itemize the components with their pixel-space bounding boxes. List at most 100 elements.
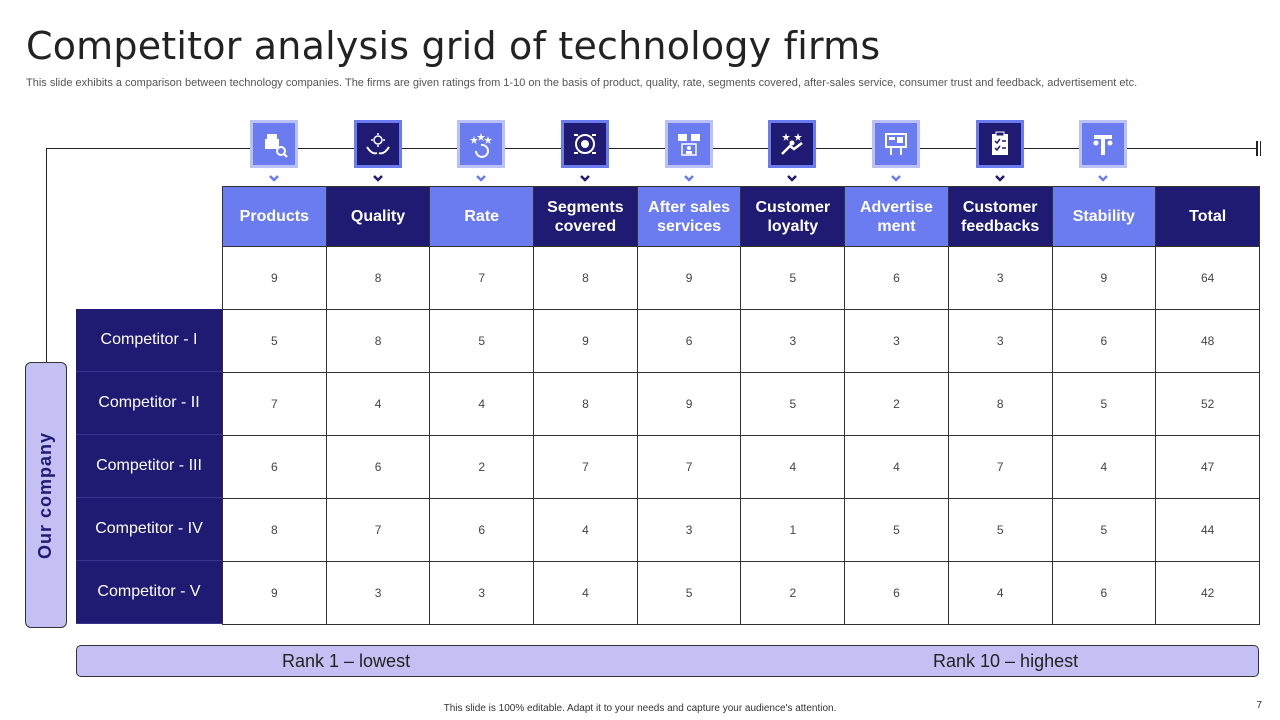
table-cell: 6 [844,561,949,625]
table-cell: 8 [222,498,327,562]
page-title: Competitor analysis grid of technology f… [26,24,881,68]
table-cell: 4 [533,561,638,625]
chevron-down-icon [579,171,591,182]
table-cell: 4 [325,372,431,436]
billboard-icon [872,120,921,168]
competitor-label: Competitor - IV [76,498,222,561]
table-cell: 6 [636,309,742,373]
table-cell: 4 [429,372,535,436]
rating-stars-icon [457,120,506,168]
table-cell: 9 [222,246,327,310]
table-cell: 4 [947,561,1053,625]
table-cell: 8 [325,246,431,310]
connector-end-cap [1256,141,1258,156]
table-cell: 6 [844,246,949,310]
table-cell: 9 [636,372,742,436]
table-cell: 52 [1155,372,1261,436]
chevron-down-icon [372,171,384,182]
table-cell: 5 [1051,372,1157,436]
delivery-box-icon [249,120,298,168]
table-cell: 4 [533,498,638,562]
table-cell: 6 [1051,561,1157,625]
competitor-labels: Competitor - I Competitor - II Competitor … [76,309,222,624]
connector-end-cap [1260,141,1261,156]
column-header-5: Customer loyalty [740,186,846,247]
table-cell: 2 [740,561,846,625]
table-cell: 48 [1155,309,1261,373]
rank-lowest-label: Rank 1 – lowest [282,651,411,671]
column-header-2: Rate [429,186,535,247]
table-cell: 9 [636,246,742,310]
our-company-label: Our company [35,431,56,559]
column-header-0: Products [222,186,327,247]
table-cell: 6 [222,435,327,499]
competitor-row: 7 4 4 8 9 5 2 8 5 52 [222,372,1261,436]
our-company-row: 9 8 7 8 9 5 6 3 9 64 [222,246,1261,310]
chevron-down-icon [786,171,798,182]
table-cell: 3 [429,561,535,625]
competitor-row: 6 6 2 7 7 4 4 7 4 47 [222,435,1261,499]
footer-note: This slide is 100% editable. Adapt it to… [443,703,837,714]
table-cell: 1 [740,498,846,562]
customer-support-icon [664,120,713,168]
rank-scale-bar: Rank 1 – lowest Rank 10 – highest [76,645,1259,677]
table-cell: 7 [429,246,535,310]
table-cell: 8 [533,372,638,436]
table-cell: 3 [325,561,431,625]
table-cell: 7 [533,435,638,499]
table-cell: 3 [740,309,846,373]
table-cell: 8 [325,309,431,373]
table-cell: 8 [947,372,1053,436]
table-cell: 7 [947,435,1053,499]
column-header-7: Customer feedbacks [947,186,1053,247]
table-cell: 5 [222,309,327,373]
hands-quality-icon [353,120,402,168]
chevron-down-icon [994,171,1006,182]
competitor-label: Competitor - II [76,372,222,435]
table-cell: 2 [844,372,949,436]
chevron-down-icon [683,171,695,182]
rank-highest-label: Rank 10 – highest [933,651,1079,671]
table-cell: 44 [1155,498,1261,562]
chevron-down-icon [890,171,902,182]
table-cell: 9 [222,561,327,625]
table-cell: 7 [636,435,742,499]
table-cell: 5 [636,561,742,625]
table-cell: 5 [844,498,949,562]
table-cell: 7 [222,372,327,436]
table-cell: 9 [1051,246,1157,310]
column-header-9: Total [1155,186,1261,247]
table-cell: 5 [740,372,846,436]
loyalty-stars-icon [768,120,817,168]
our-company-label-box: Our company [25,362,67,628]
table-cell: 47 [1155,435,1261,499]
column-header-3: Segments covered [533,186,638,247]
connector-vertical [46,148,47,362]
table-cell: 4 [844,435,949,499]
chevron-down-icon [268,171,280,182]
table-cell: 6 [1051,309,1157,373]
competitor-row: 9 3 3 4 5 2 6 4 6 42 [222,561,1261,625]
connector-horizontal [46,148,1258,149]
table-cell: 5 [947,498,1053,562]
table-cell: 5 [429,309,535,373]
table-cell: 2 [429,435,535,499]
table-cell: 3 [947,246,1053,310]
table-cell: 7 [325,498,431,562]
table-cell: 3 [947,309,1053,373]
page-subtitle: This slide exhibits a comparison between… [26,77,1138,89]
column-header-1: Quality [325,186,431,247]
table-cell: 9 [533,309,638,373]
table-header-row: Products Quality Rate Segments covered After… [222,186,1261,247]
column-header-4: After sales services [636,186,742,247]
competitor-label: Competitor - V [76,561,222,624]
stability-icon [1079,120,1128,168]
table-cell: 4 [1051,435,1157,499]
table-cell: 3 [844,309,949,373]
table-cell: 6 [429,498,535,562]
table-cell: 8 [533,246,638,310]
feedback-clipboard-icon [975,120,1024,168]
table-cell: 4 [740,435,846,499]
table-cell: 42 [1155,561,1261,625]
chevron-down-icon [1097,171,1109,182]
